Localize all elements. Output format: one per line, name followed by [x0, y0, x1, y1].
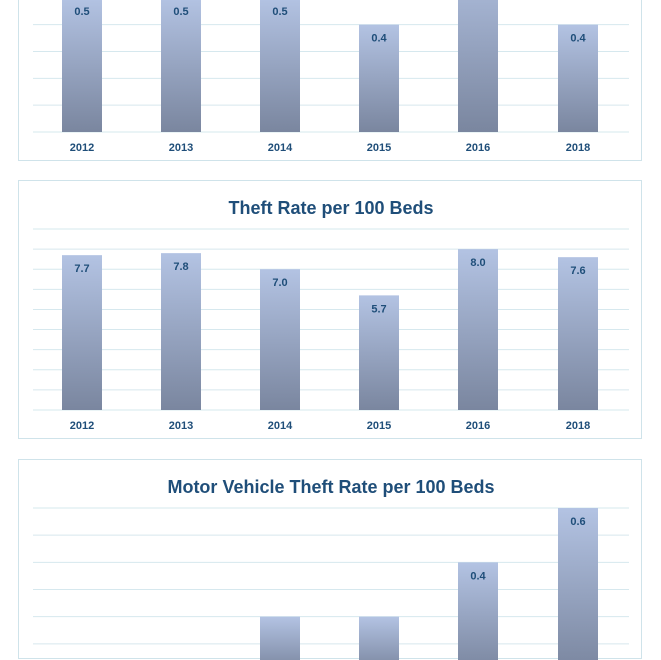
data-label: 0.4: [371, 33, 387, 45]
bar: [260, 269, 300, 410]
chart-3: Motor Vehicle Theft Rate per 100 Beds201…: [33, 477, 629, 660]
x-tick-label: 2016: [466, 420, 490, 432]
data-label: 7.7: [74, 263, 89, 275]
bar: [359, 24, 399, 132]
bar: [161, 253, 201, 410]
x-tick-label: 2013: [169, 420, 193, 432]
chart-title: Theft Rate per 100 Beds: [228, 198, 433, 218]
bar: [458, 0, 498, 132]
bar: [62, 255, 102, 410]
chart-panel-2: Theft Rate per 100 Beds 7.7 2012 7.8 2013 7.0…: [18, 180, 642, 439]
data-label: 7.0: [272, 277, 287, 289]
bar: [458, 249, 498, 410]
data-label: 8.0: [470, 257, 485, 269]
x-tick-label: 2014: [268, 142, 293, 154]
bar: [359, 295, 399, 410]
x-tick-label: 2018: [566, 142, 590, 154]
chart-panel-1: 0.5 2012 0.5 2013 0.5 2014 0.4 2015 2016 0.4 2018: [18, 0, 642, 161]
bar: [62, 0, 102, 133]
bar: [558, 508, 598, 660]
bar: [161, 0, 201, 133]
x-tick-label: 2018: [566, 420, 590, 432]
data-label: 0.5: [173, 6, 188, 18]
chart-2: Theft Rate per 100 Beds 7.7 2012 7.8 2013 7.0…: [33, 198, 629, 432]
x-tick-label: 2013: [169, 142, 193, 154]
bar: [359, 616, 399, 660]
chart-1: 0.5 2012 0.5 2013 0.5 2014 0.4 2015 2016 0.4 2018: [33, 0, 629, 154]
bar: [558, 24, 598, 132]
x-tick-label: 2015: [367, 142, 391, 154]
data-label: 7.8: [173, 261, 188, 273]
data-label: 7.6: [570, 265, 585, 277]
data-label: 0.6: [570, 516, 585, 528]
x-tick-label: 2012: [70, 420, 94, 432]
data-label: 0.4: [570, 33, 586, 45]
chart-title: Motor Vehicle Theft Rate per 100 Beds: [167, 477, 494, 497]
x-tick-label: 2012: [70, 142, 94, 154]
x-tick-label: 2016: [466, 142, 490, 154]
x-tick-label: 2015: [367, 420, 391, 432]
data-label: 0.4: [470, 570, 486, 582]
data-label: 0.5: [272, 6, 287, 18]
bar: [260, 616, 300, 660]
data-label: 0.5: [74, 6, 89, 18]
x-tick-label: 2014: [268, 420, 293, 432]
bar: [260, 0, 300, 133]
data-label: 5.7: [371, 303, 386, 315]
bar: [558, 257, 598, 410]
chart-panel-3: Motor Vehicle Theft Rate per 100 Beds201…: [18, 459, 642, 660]
